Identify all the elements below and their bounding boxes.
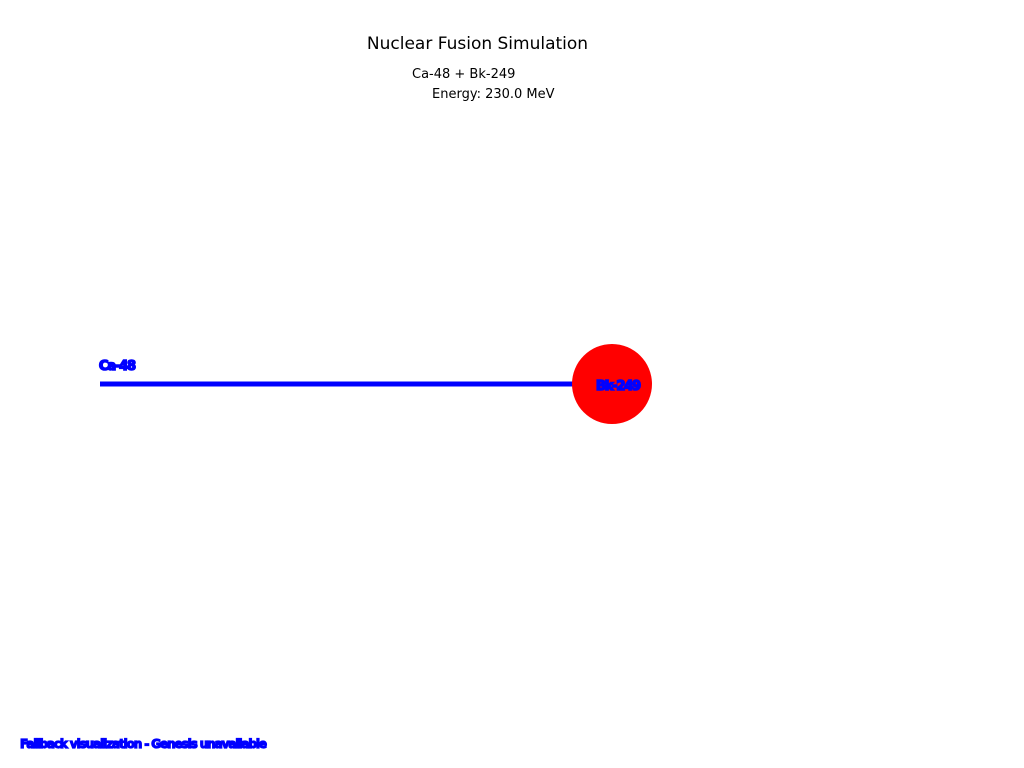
energy-label: Energy: 230.0 MeV (432, 87, 555, 102)
reaction-label: Ca-48 + Bk-249 (412, 67, 516, 82)
target-nucleus (572, 344, 652, 424)
simulation-title: Nuclear Fusion Simulation (366, 34, 589, 54)
fallback-notice: Fallback visualization - Genesis unavail… (19, 736, 267, 751)
target-label: Bk-249 (596, 379, 641, 394)
projectile-label: Ca-48 (99, 359, 136, 374)
